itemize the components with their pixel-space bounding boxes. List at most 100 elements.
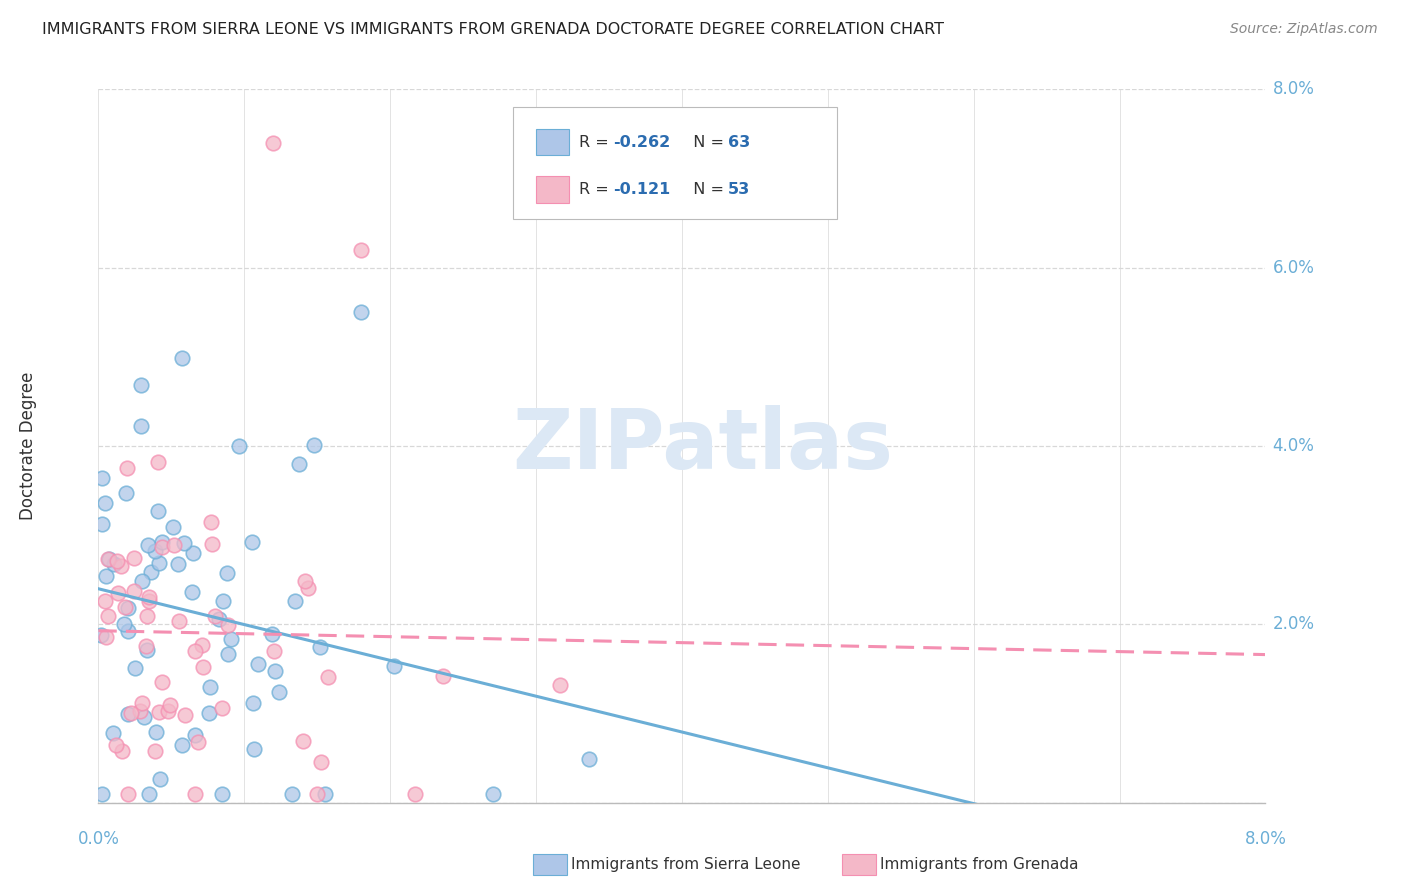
Point [148, 504, 170, 518]
Point [111, 744, 134, 758]
Point [211, 787, 233, 801]
Point [200, 515, 222, 529]
Text: N =: N = [683, 182, 730, 197]
Text: ZIPatlas: ZIPatlas [513, 406, 893, 486]
Point [117, 460, 139, 475]
Point [91, 471, 114, 485]
Point [181, 546, 204, 560]
Point [122, 551, 145, 566]
Point [201, 537, 224, 551]
Point [174, 708, 197, 723]
Point [204, 608, 226, 623]
Text: 6.0%: 6.0% [1272, 259, 1315, 277]
Point [212, 594, 235, 608]
Point [143, 743, 166, 757]
Point [145, 724, 167, 739]
Point [149, 772, 172, 787]
Point [350, 243, 373, 257]
Text: 63: 63 [728, 135, 751, 150]
Point [297, 581, 319, 595]
Point [138, 594, 160, 608]
Text: -0.262: -0.262 [613, 135, 671, 150]
Point [129, 418, 152, 433]
Point [146, 454, 169, 468]
Point [138, 787, 160, 801]
Text: R =: R = [579, 182, 614, 197]
Point [117, 706, 139, 721]
Point [217, 647, 239, 661]
Point [150, 535, 173, 549]
Point [304, 438, 326, 452]
Point [184, 643, 207, 657]
Text: 0.0%: 0.0% [77, 830, 120, 847]
Point [157, 704, 180, 718]
Text: 8.0%: 8.0% [1272, 80, 1315, 98]
Point [309, 640, 332, 655]
Point [404, 787, 426, 801]
Point [247, 657, 270, 672]
Point [264, 664, 287, 678]
Point [120, 706, 142, 721]
Point [103, 726, 125, 740]
Point [148, 557, 170, 571]
Point [136, 538, 159, 552]
Point [184, 787, 207, 801]
Point [90, 787, 112, 801]
Point [94, 495, 117, 509]
Point [172, 738, 194, 752]
Point [181, 584, 204, 599]
Point [129, 704, 152, 718]
Point [432, 669, 454, 683]
Point [97, 608, 120, 623]
Point [548, 678, 571, 692]
Point [288, 457, 311, 471]
Point [115, 485, 138, 500]
Point [217, 618, 239, 632]
Text: Immigrants from Grenada: Immigrants from Grenada [880, 857, 1078, 871]
Point [260, 627, 283, 641]
Point [135, 639, 157, 653]
Point [94, 568, 117, 582]
Point [243, 742, 266, 756]
Point [198, 706, 221, 721]
Text: -0.121: -0.121 [613, 182, 671, 197]
Point [105, 554, 128, 568]
Point [136, 609, 159, 624]
Point [94, 630, 117, 644]
Point [284, 593, 307, 607]
Point [138, 590, 160, 604]
Text: Source: ZipAtlas.com: Source: ZipAtlas.com [1230, 22, 1378, 37]
Point [98, 552, 121, 566]
Point [104, 738, 127, 752]
Point [132, 710, 155, 724]
Point [167, 614, 190, 628]
Point [267, 684, 290, 698]
Text: N =: N = [683, 135, 730, 150]
Text: 4.0%: 4.0% [1272, 437, 1315, 455]
Point [94, 594, 117, 608]
Text: IMMIGRANTS FROM SIERRA LEONE VS IMMIGRANTS FROM GRENADA DOCTORATE DEGREE CORRELA: IMMIGRANTS FROM SIERRA LEONE VS IMMIGRAN… [42, 22, 945, 37]
Text: 53: 53 [728, 182, 751, 197]
Point [240, 535, 263, 549]
Point [263, 644, 285, 658]
Point [172, 351, 194, 366]
Point [211, 701, 233, 715]
Point [350, 305, 373, 319]
Point [110, 558, 132, 573]
Point [219, 632, 242, 646]
Point [150, 540, 173, 554]
Point [136, 643, 159, 657]
Point [294, 574, 316, 588]
Point [143, 544, 166, 558]
Point [215, 566, 238, 580]
Point [314, 787, 336, 801]
Point [191, 638, 214, 652]
Text: Doctorate Degree: Doctorate Degree [20, 372, 37, 520]
Point [187, 735, 209, 749]
Point [173, 535, 195, 549]
Point [122, 584, 145, 599]
Point [291, 734, 314, 748]
Point [150, 674, 173, 689]
Point [117, 624, 139, 638]
Point [382, 659, 405, 673]
